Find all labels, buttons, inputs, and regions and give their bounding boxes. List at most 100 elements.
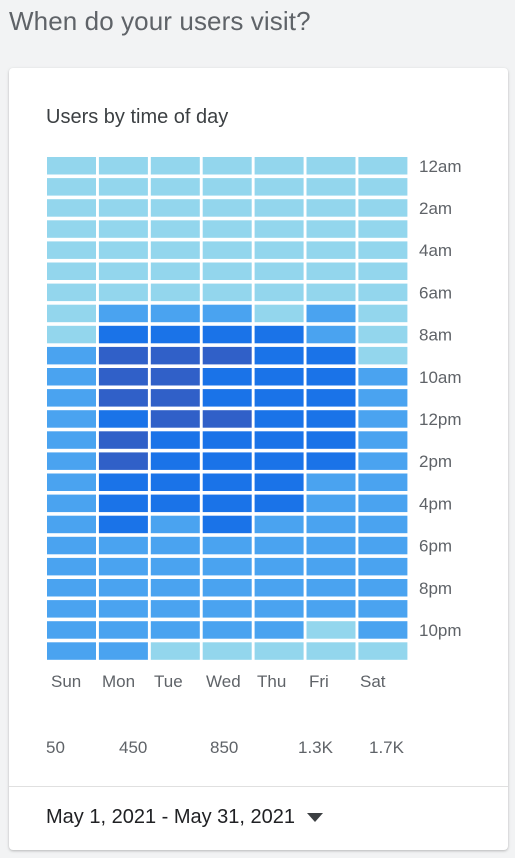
heatmap-cell-thu-12pm[interactable] bbox=[254, 410, 304, 428]
heatmap-cell-sun-5pm[interactable] bbox=[47, 515, 96, 534]
heatmap-cell-mon-2pm[interactable] bbox=[98, 452, 148, 470]
heatmap-cell-fri-12pm[interactable] bbox=[306, 410, 356, 428]
heatmap-cell-tue-10pm[interactable] bbox=[150, 621, 200, 639]
heatmap-cell-wed-7am[interactable] bbox=[202, 304, 252, 323]
heatmap-cell-mon-1am[interactable] bbox=[98, 178, 148, 196]
heatmap-cell-fri-3pm[interactable] bbox=[306, 473, 356, 492]
heatmap-cell-mon-11am[interactable] bbox=[98, 389, 148, 407]
heatmap-cell-sat-2pm[interactable] bbox=[358, 452, 408, 470]
heatmap-cell-sat-3am[interactable] bbox=[358, 220, 408, 238]
heatmap-cell-sat-10pm[interactable] bbox=[358, 621, 408, 639]
heatmap-cell-tue-9am[interactable] bbox=[150, 346, 200, 365]
heatmap-cell-fri-1am[interactable] bbox=[306, 178, 356, 196]
heatmap-cell-wed-12pm[interactable] bbox=[202, 410, 252, 428]
heatmap-cell-sat-4am[interactable] bbox=[358, 241, 408, 259]
heatmap-cell-fri-10am[interactable] bbox=[306, 368, 356, 386]
heatmap-cell-sun-11am[interactable] bbox=[47, 389, 96, 407]
heatmap-cell-thu-5pm[interactable] bbox=[254, 515, 304, 534]
heatmap-cell-thu-10pm[interactable] bbox=[254, 621, 304, 639]
heatmap-cell-tue-2pm[interactable] bbox=[150, 452, 200, 470]
heatmap-cell-sat-5am[interactable] bbox=[358, 262, 408, 281]
heatmap-cell-sat-9pm[interactable] bbox=[358, 600, 408, 618]
heatmap-cell-thu-1pm[interactable] bbox=[254, 431, 304, 449]
heatmap-cell-tue-4am[interactable] bbox=[150, 241, 200, 259]
heatmap-cell-sat-12pm[interactable] bbox=[358, 410, 408, 428]
heatmap-cell-sun-10am[interactable] bbox=[47, 368, 96, 386]
heatmap-cell-tue-4pm[interactable] bbox=[150, 494, 200, 513]
heatmap-cell-sat-12am[interactable] bbox=[358, 157, 408, 175]
heatmap-cell-mon-8am[interactable] bbox=[98, 325, 148, 344]
heatmap-cell-sun-3am[interactable] bbox=[47, 220, 96, 238]
heatmap-cell-sun-10pm[interactable] bbox=[47, 621, 96, 639]
heatmap-cell-tue-3am[interactable] bbox=[150, 220, 200, 238]
heatmap-cell-tue-7pm[interactable] bbox=[150, 557, 200, 576]
heatmap-cell-sun-9pm[interactable] bbox=[47, 600, 96, 618]
heatmap-cell-wed-2am[interactable] bbox=[202, 199, 252, 217]
heatmap-cell-fri-7am[interactable] bbox=[306, 304, 356, 323]
heatmap-cell-thu-4pm[interactable] bbox=[254, 494, 304, 513]
heatmap-cell-fri-5pm[interactable] bbox=[306, 515, 356, 534]
heatmap-cell-sun-12pm[interactable] bbox=[47, 410, 96, 428]
heatmap-cell-sat-6am[interactable] bbox=[358, 283, 408, 302]
heatmap-cell-wed-3pm[interactable] bbox=[202, 473, 252, 492]
heatmap-cell-thu-2am[interactable] bbox=[254, 199, 304, 217]
heatmap-cell-fri-12am[interactable] bbox=[306, 157, 356, 175]
heatmap-cell-wed-8pm[interactable] bbox=[202, 579, 252, 597]
heatmap-cell-thu-2pm[interactable] bbox=[254, 452, 304, 470]
heatmap-cell-fri-4am[interactable] bbox=[306, 241, 356, 259]
heatmap-cell-sat-2am[interactable] bbox=[358, 199, 408, 217]
heatmap-cell-thu-8pm[interactable] bbox=[254, 579, 304, 597]
heatmap-cell-sun-8pm[interactable] bbox=[47, 579, 96, 597]
heatmap-cell-tue-7am[interactable] bbox=[150, 304, 200, 323]
heatmap-cell-thu-4am[interactable] bbox=[254, 241, 304, 259]
heatmap-cell-thu-1am[interactable] bbox=[254, 178, 304, 196]
heatmap-cell-thu-11am[interactable] bbox=[254, 389, 304, 407]
heatmap-cell-wed-4am[interactable] bbox=[202, 241, 252, 259]
heatmap-cell-sat-3pm[interactable] bbox=[358, 473, 408, 492]
heatmap-cell-wed-1am[interactable] bbox=[202, 178, 252, 196]
heatmap-cell-sat-8am[interactable] bbox=[358, 325, 408, 344]
heatmap-cell-wed-4pm[interactable] bbox=[202, 494, 252, 513]
heatmap-cell-sun-12am[interactable] bbox=[47, 157, 96, 175]
heatmap-cell-wed-12am[interactable] bbox=[202, 157, 252, 175]
heatmap-cell-sat-8pm[interactable] bbox=[358, 579, 408, 597]
heatmap-cell-thu-6pm[interactable] bbox=[254, 536, 304, 555]
heatmap-cell-fri-11pm[interactable] bbox=[306, 642, 356, 660]
heatmap-cell-sat-1pm[interactable] bbox=[358, 431, 408, 449]
heatmap-cell-sat-10am[interactable] bbox=[358, 368, 408, 386]
heatmap-cell-wed-9am[interactable] bbox=[202, 346, 252, 365]
heatmap-cell-mon-3pm[interactable] bbox=[98, 473, 148, 492]
heatmap-cell-wed-3am[interactable] bbox=[202, 220, 252, 238]
heatmap-cell-sat-5pm[interactable] bbox=[358, 515, 408, 534]
heatmap-cell-tue-8am[interactable] bbox=[150, 325, 200, 344]
heatmap-cell-fri-9am[interactable] bbox=[306, 346, 356, 365]
heatmap-cell-fri-1pm[interactable] bbox=[306, 431, 356, 449]
heatmap-cell-thu-8am[interactable] bbox=[254, 325, 304, 344]
heatmap-cell-sun-5am[interactable] bbox=[47, 262, 96, 281]
heatmap-cell-mon-5pm[interactable] bbox=[98, 515, 148, 534]
heatmap-cell-sat-11pm[interactable] bbox=[358, 642, 408, 660]
heatmap-cell-fri-11am[interactable] bbox=[306, 389, 356, 407]
heatmap-cell-wed-5am[interactable] bbox=[202, 262, 252, 281]
heatmap-cell-fri-6am[interactable] bbox=[306, 283, 356, 302]
heatmap-cell-mon-4am[interactable] bbox=[98, 241, 148, 259]
heatmap-cell-mon-7pm[interactable] bbox=[98, 557, 148, 576]
heatmap-cell-tue-6am[interactable] bbox=[150, 283, 200, 302]
heatmap-cell-sun-8am[interactable] bbox=[47, 325, 96, 344]
heatmap-cell-mon-10am[interactable] bbox=[98, 368, 148, 386]
heatmap-cell-thu-9pm[interactable] bbox=[254, 600, 304, 618]
heatmap-cell-sun-1am[interactable] bbox=[47, 178, 96, 196]
heatmap-cell-wed-11pm[interactable] bbox=[202, 642, 252, 660]
heatmap-cell-sat-7am[interactable] bbox=[358, 304, 408, 323]
heatmap-cell-fri-8am[interactable] bbox=[306, 325, 356, 344]
heatmap-cell-thu-12am[interactable] bbox=[254, 157, 304, 175]
heatmap-cell-mon-1pm[interactable] bbox=[98, 431, 148, 449]
heatmap-cell-fri-10pm[interactable] bbox=[306, 621, 356, 639]
heatmap-cell-thu-7pm[interactable] bbox=[254, 557, 304, 576]
heatmap-cell-mon-9pm[interactable] bbox=[98, 600, 148, 618]
heatmap-cell-tue-5pm[interactable] bbox=[150, 515, 200, 534]
heatmap-cell-thu-9am[interactable] bbox=[254, 346, 304, 365]
heatmap-cell-thu-3pm[interactable] bbox=[254, 473, 304, 492]
heatmap-cell-wed-5pm[interactable] bbox=[202, 515, 252, 534]
heatmap-cell-tue-8pm[interactable] bbox=[150, 579, 200, 597]
